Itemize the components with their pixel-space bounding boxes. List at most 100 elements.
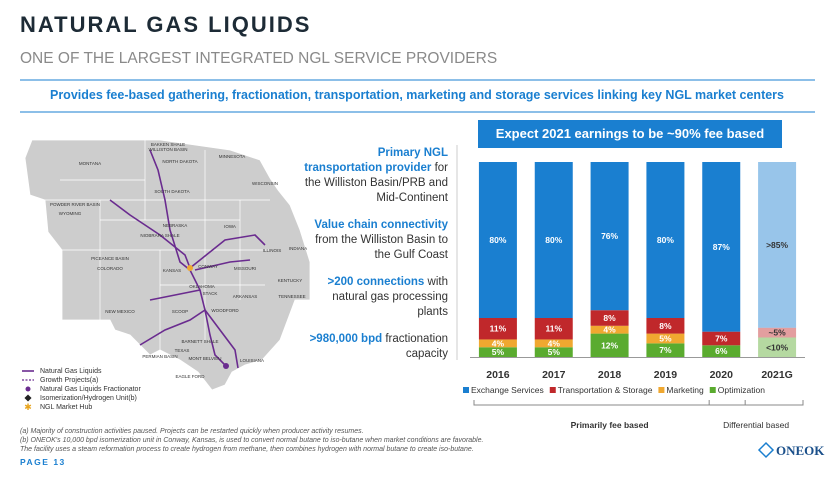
map-label: COLORADO (97, 266, 123, 271)
hub (187, 265, 193, 271)
subtitle: ONE OF THE LARGEST INTEGRATED NGL SERVIC… (20, 50, 497, 67)
value-label: 4% (492, 338, 505, 348)
legend-swatch (25, 386, 31, 392)
group-bracket (473, 400, 746, 406)
value-label: 80% (545, 235, 562, 245)
bar-segment (478, 339, 517, 348)
map-label: TEXAS (175, 348, 190, 353)
highlight-bold: Primary NGL transportation provider (304, 147, 448, 174)
group-label: Differential based (723, 420, 789, 430)
legend-label: Transportation & Storage (558, 385, 653, 395)
value-label: 11% (490, 324, 507, 334)
map-label: MISSOURI (234, 266, 256, 271)
map-label: WILLISTON BASIN (149, 147, 188, 152)
chart-title: Expect 2021 earnings to be ~90% fee base… (496, 126, 764, 141)
bar-segment (646, 333, 685, 344)
map-label: WISCONSIN (252, 181, 278, 186)
fractionator (223, 363, 229, 369)
highlight-bold: >980,000 bpd (309, 333, 383, 345)
logo: ONEOK (757, 441, 825, 459)
legend-label: Exchange Services (471, 385, 544, 395)
map-label: ARKANSAS (233, 294, 258, 299)
value-label: 80% (657, 235, 674, 245)
footnotes: (a) Majority of construction activities … (20, 428, 484, 453)
bar-segment (534, 318, 573, 340)
value-label: <10% (766, 342, 788, 352)
page-number: PAGE 13 (20, 457, 66, 467)
legend-swatch (658, 387, 665, 393)
value-label: 5% (548, 347, 561, 357)
value-label: 7% (659, 345, 672, 355)
bar-segment (590, 325, 629, 334)
map-legend-label: Isomerization/Hydrogen Unit(b) (40, 395, 137, 402)
value-label: 87% (713, 242, 730, 252)
value-label: 8% (603, 313, 616, 323)
map-label: IOWA (224, 224, 236, 229)
x-tick-label: 2019 (654, 369, 678, 381)
bar-segment (758, 327, 797, 338)
map-label: MINNESOTA (219, 154, 245, 159)
map-legend-label: Natural Gas Liquids Fractionator (40, 386, 141, 393)
map-legend-label: Natural Gas Liquids (40, 368, 102, 375)
highlight: Primary NGL transportation provider for … (300, 146, 448, 206)
bar-segment (758, 162, 797, 328)
map-legend-label: Growth Projects(a) (40, 377, 98, 384)
map-label: KENTUCKY (278, 278, 303, 283)
map-label: NIOBRARA SHALE (140, 233, 179, 238)
legend-swatch (24, 394, 32, 402)
value-label: 6% (715, 346, 728, 356)
map-legend: ✱ Natural Gas Liquids Growth Projects(a)… (22, 368, 141, 412)
value-label: 7% (715, 333, 728, 343)
highlight: Value chain connectivity from the Willis… (300, 218, 448, 263)
legend-swatch (709, 387, 716, 393)
group-label: Primarily fee based (571, 420, 649, 430)
bar-segment (590, 162, 629, 311)
x-tick-label: 2016 (486, 369, 510, 381)
title: NATURAL GAS LIQUIDS (20, 12, 311, 37)
map-label: MONT BELVIEU (188, 356, 221, 361)
map-label: NEW MEXICO (105, 309, 135, 314)
logo-mark (757, 441, 775, 459)
map-label: BAKKEN SHALE (151, 142, 185, 147)
map-label: ILLINOIS (263, 248, 282, 253)
map-legend-label: NGL Market Hub (40, 404, 92, 411)
map-label: NORTH DAKOTA (162, 159, 197, 164)
value-label: 4% (603, 325, 616, 335)
bar-segment (478, 347, 517, 357)
map-label: CONWAY (198, 264, 218, 269)
bar-segment (534, 162, 573, 318)
bar-segment (590, 310, 629, 326)
bar-segment (758, 337, 797, 357)
bar-segment (702, 162, 741, 332)
highlight: >200 connections with natural gas proces… (300, 275, 449, 320)
map-label: LOUISIANA (240, 358, 264, 363)
map-label: INDIANA (289, 246, 307, 251)
x-tick-label: 2021G (761, 369, 793, 381)
legend-label: Optimization (718, 385, 766, 395)
map-label: WOODFORD (211, 308, 239, 313)
bar-segment (478, 162, 517, 318)
bar-segment (590, 333, 629, 357)
logo-text: ONEOK (776, 443, 825, 458)
footnote: (a) Majority of construction activities … (20, 428, 364, 435)
map-label: NEBRASKA (163, 223, 188, 228)
bar-segment (534, 339, 573, 348)
map-label: SOUTH DAKOTA (154, 189, 189, 194)
map-label: EAGLE FORD (175, 374, 205, 379)
map-label: PERMIAN BASIN (142, 354, 177, 359)
highlight-text: with natural gas processing plants (332, 276, 448, 318)
value-label: 5% (659, 333, 672, 343)
map-land (24, 139, 311, 391)
x-tick-label: 2017 (542, 369, 566, 381)
bar-segment (646, 318, 685, 334)
value-label: >85% (766, 240, 788, 250)
footnote: (b) ONEOK's 10,000 bpd isomerization uni… (20, 437, 484, 444)
map-label: MONTANA (79, 161, 101, 166)
map-label: TENNESSEE (278, 294, 305, 299)
value-label: 12% (601, 340, 618, 350)
bar-segment (478, 318, 517, 340)
value-label: 5% (492, 347, 505, 357)
map: BAKKEN SHALE WILLISTON BASIN MONTANA NOR… (24, 139, 311, 391)
